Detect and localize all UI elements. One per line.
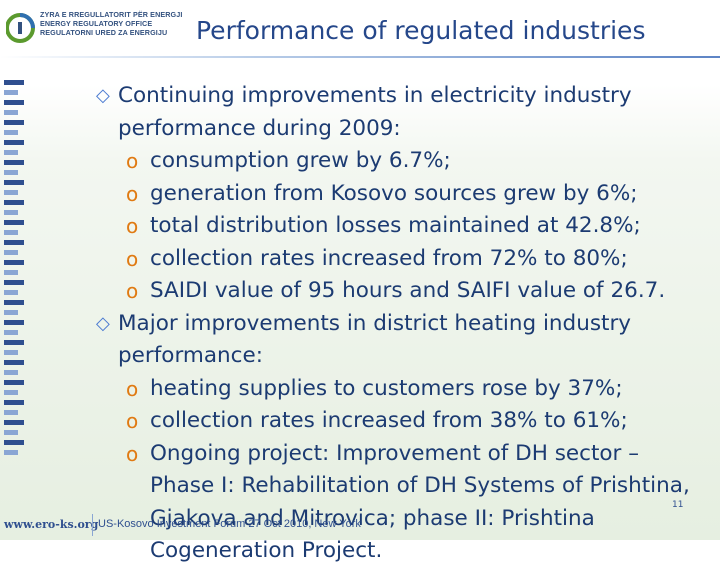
- sub-bullet-text: consumption grew by 6.7%;: [150, 148, 451, 173]
- sub-bullet-icon: o: [126, 181, 139, 206]
- slide-body: ◇ Continuing improvements in electricity…: [94, 80, 694, 568]
- bullet-icon: ◇: [96, 312, 110, 334]
- side-decoration: [4, 80, 24, 510]
- bullet-electricity: ◇ Continuing improvements in electricity…: [94, 80, 694, 145]
- sub-bullet-icon: o: [126, 149, 139, 173]
- sub-bullet-icon: o: [126, 376, 139, 401]
- sub-bullet-icon: o: [126, 214, 139, 238]
- sub-bullet: o collection rates increased from 38% to …: [94, 405, 694, 438]
- footer-event: US-Kosovo Investment Forum 27 Oct 2010, …: [98, 518, 361, 530]
- sub-bullet-text: generation from Kosovo sources grew by 6…: [150, 180, 638, 206]
- sub-bullet-icon: o: [126, 409, 139, 433]
- bullet-district-heating: ◇ Major improvements in district heating…: [94, 308, 694, 373]
- sub-bullet-icon: o: [126, 246, 139, 271]
- bullet-icon: ◇: [96, 85, 110, 106]
- sub-bullet: o heating supplies to customers rose by 3…: [94, 373, 694, 406]
- title-divider: [0, 56, 720, 58]
- sub-bullet: o SAIDI value of 95 hours and SAIFI value…: [94, 275, 694, 308]
- sub-bullet-text: collection rates increased from 72% to 8…: [150, 245, 628, 271]
- sub-bullet-icon: o: [126, 279, 139, 303]
- sub-bullet-icon: o: [126, 441, 139, 466]
- sub-bullet-text: total distribution losses maintained at …: [150, 213, 641, 238]
- page-number: 11: [672, 500, 684, 510]
- logo-line-1: ZYRA E RREGULLATORIT PËR ENERGJI: [40, 10, 183, 19]
- slide-title: Performance of regulated industries: [196, 16, 646, 45]
- bullet-text: Major improvements in district heating i…: [118, 310, 632, 369]
- sub-bullet: o Ongoing project: Improvement of DH sect…: [94, 438, 694, 568]
- footer-divider: [92, 514, 93, 536]
- logo-line-2: ENERGY REGULATORY OFFICE: [40, 19, 153, 28]
- sub-bullet: o consumption grew by 6.7%;: [94, 145, 694, 178]
- sub-bullet-text: heating supplies to customers rose by 37…: [150, 375, 623, 401]
- sub-bullet-text: collection rates increased from 38% to 6…: [150, 408, 628, 433]
- sub-bullet-text: Ongoing project: Improvement of DH secto…: [150, 440, 690, 564]
- sub-bullet: o collection rates increased from 72% to …: [94, 243, 694, 276]
- sub-bullet: o generation from Kosovo sources grew by …: [94, 178, 694, 211]
- sub-bullet: o total distribution losses maintained at…: [94, 210, 694, 243]
- sub-bullet-text: SAIDI value of 95 hours and SAIFI value …: [150, 278, 666, 303]
- logo-line-3: REGULATORNI URED ZA ENERGIJU: [40, 28, 168, 37]
- footer-website[interactable]: www.ero-ks.org: [4, 518, 99, 531]
- ero-logo-mark-icon: [6, 13, 35, 43]
- ero-logo: ZYRA E RREGULLATORIT PËR ENERGJI ENERGY …: [6, 6, 186, 50]
- bullet-text: Continuing improvements in electricity i…: [118, 83, 632, 141]
